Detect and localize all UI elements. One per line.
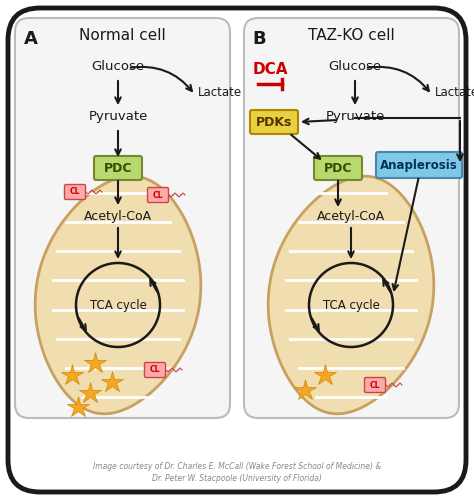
Text: Pyruvate: Pyruvate bbox=[325, 110, 385, 123]
Text: PDC: PDC bbox=[324, 162, 352, 174]
Text: Dr. Peter W. Stacpoole (University of Florida): Dr. Peter W. Stacpoole (University of Fl… bbox=[152, 474, 322, 483]
Text: PDKs: PDKs bbox=[256, 116, 292, 128]
FancyBboxPatch shape bbox=[314, 156, 362, 180]
Text: CL: CL bbox=[150, 366, 160, 374]
Text: A: A bbox=[24, 30, 38, 48]
FancyBboxPatch shape bbox=[8, 8, 466, 492]
FancyBboxPatch shape bbox=[250, 110, 298, 134]
Text: CL: CL bbox=[70, 188, 80, 196]
FancyBboxPatch shape bbox=[376, 152, 462, 178]
Text: Normal cell: Normal cell bbox=[79, 28, 166, 43]
Text: Glucose: Glucose bbox=[91, 60, 145, 73]
Text: Acetyl-CoA: Acetyl-CoA bbox=[84, 210, 152, 223]
FancyBboxPatch shape bbox=[145, 362, 165, 378]
FancyBboxPatch shape bbox=[147, 188, 168, 202]
Text: TAZ-KO cell: TAZ-KO cell bbox=[308, 28, 395, 43]
Text: Anaplerosis: Anaplerosis bbox=[380, 158, 458, 172]
Text: TCA cycle: TCA cycle bbox=[323, 298, 380, 312]
Text: Acetyl-CoA: Acetyl-CoA bbox=[317, 210, 385, 223]
Polygon shape bbox=[35, 176, 201, 414]
FancyBboxPatch shape bbox=[365, 378, 385, 392]
Text: Pyruvate: Pyruvate bbox=[88, 110, 148, 123]
Text: TCA cycle: TCA cycle bbox=[90, 298, 146, 312]
Text: CL: CL bbox=[153, 190, 163, 200]
FancyBboxPatch shape bbox=[15, 18, 230, 418]
Polygon shape bbox=[268, 176, 434, 414]
Text: Lactate: Lactate bbox=[435, 86, 474, 100]
FancyBboxPatch shape bbox=[244, 18, 459, 418]
FancyBboxPatch shape bbox=[94, 156, 142, 180]
FancyBboxPatch shape bbox=[64, 184, 85, 200]
Text: B: B bbox=[252, 30, 265, 48]
Text: Image courtesy of Dr. Charles E. McCall (Wake Forest School of Medicine) &: Image courtesy of Dr. Charles E. McCall … bbox=[93, 462, 381, 471]
Text: CL: CL bbox=[370, 380, 380, 390]
Text: DCA: DCA bbox=[252, 62, 288, 77]
Text: Lactate: Lactate bbox=[198, 86, 242, 100]
Text: Glucose: Glucose bbox=[328, 60, 382, 73]
Text: PDC: PDC bbox=[104, 162, 132, 174]
